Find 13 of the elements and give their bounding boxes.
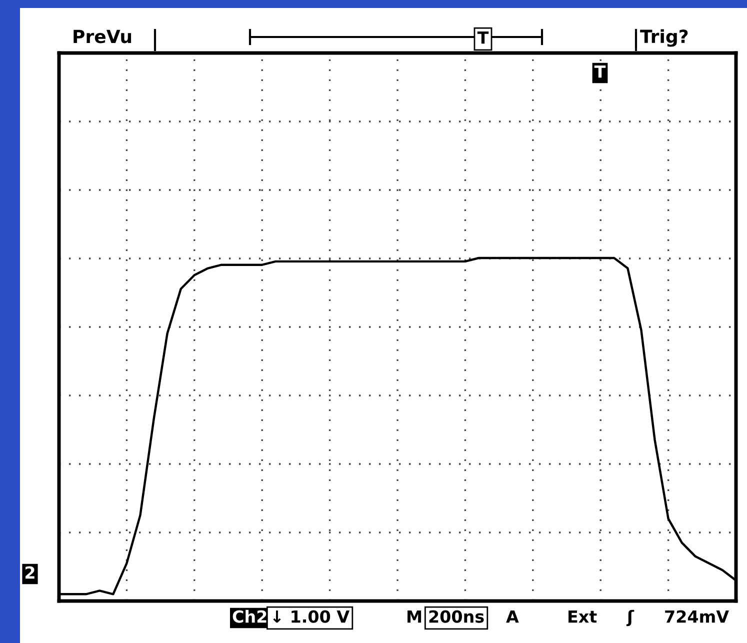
- text: ʃ: [626, 610, 634, 626]
- text: T: [594, 65, 606, 78]
- text: 200ns: [429, 610, 484, 623]
- text: A: [506, 610, 519, 623]
- text: M: [408, 610, 422, 623]
- text: Trig?: [640, 29, 688, 47]
- text: Ext: [568, 610, 597, 623]
- text: T: [477, 31, 489, 44]
- text: 724mV: [665, 610, 729, 623]
- text: Ch2: [232, 610, 266, 623]
- text: ↓ 1.00 V: [273, 610, 350, 623]
- text: 2: [26, 566, 34, 579]
- text: PreVu: [74, 30, 132, 44]
